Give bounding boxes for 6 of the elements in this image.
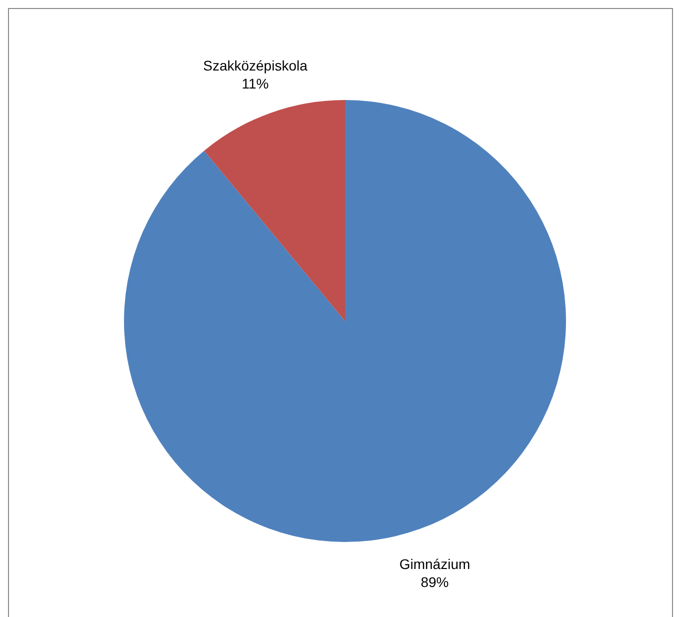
slice-label: Szakközépiskola [203, 57, 308, 74]
slice-label: Gimnázium [399, 556, 470, 572]
data-label: 11% [242, 75, 269, 92]
data-label: 89% [420, 574, 449, 590]
pie-slice [204, 100, 345, 321]
pie-slice [124, 100, 566, 542]
